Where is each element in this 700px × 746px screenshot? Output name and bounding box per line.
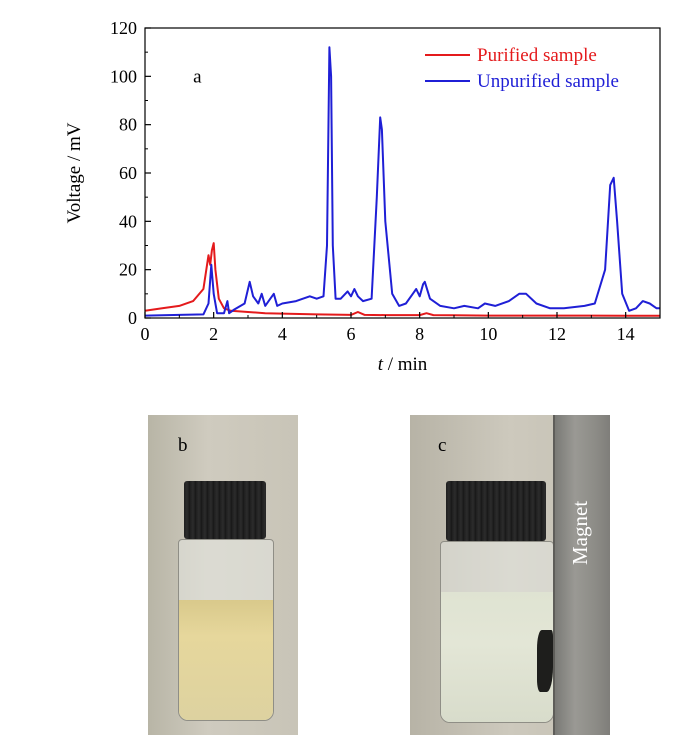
photo-c-vial-magnet: c Magnet <box>410 415 610 735</box>
photo-b-vial-yellow: b <box>148 415 298 735</box>
legend-label: Purified sample <box>477 45 597 66</box>
hplc-chart: 0 2 4 6 8 10 12 14 0 20 40 60 80 100 120 t / min Voltage… <box>64 18 661 375</box>
series-line-unpurified <box>144 46 660 317</box>
y-tick-label: 0 <box>128 308 137 328</box>
magnet-text: Magnet <box>568 500 592 565</box>
magnetic-residue <box>537 630 553 692</box>
y-tick-label: 120 <box>110 18 137 38</box>
yellow-liquid <box>179 600 273 720</box>
magnet-bar <box>553 415 610 735</box>
photo-b-label: b <box>178 435 188 456</box>
vial-cap-b <box>184 481 266 539</box>
y-tick-label: 20 <box>119 260 137 280</box>
plot-area: 0 2 4 6 8 10 12 14 0 20 40 60 80 100 120 t / min Voltage… <box>64 18 661 375</box>
x-tick-label: 10 <box>479 324 497 344</box>
x-axis-label: t / min <box>378 354 428 375</box>
y-tick-label: 80 <box>119 115 137 135</box>
x-tick-label: 4 <box>278 324 287 344</box>
x-tick-label: 14 <box>617 324 635 344</box>
clear-liquid <box>441 592 553 722</box>
x-tick-label: 12 <box>548 324 566 344</box>
x-tick-label: 6 <box>347 324 356 344</box>
legend-label: Unpurified sample <box>477 71 619 92</box>
x-tick-label: 8 <box>415 324 424 344</box>
x-tick-label: 0 <box>141 324 150 344</box>
y-tick-label: 60 <box>119 163 137 183</box>
photo-c-label: c <box>438 435 447 456</box>
vial-c <box>440 541 554 723</box>
x-tick-label: 2 <box>209 324 218 344</box>
panel-label-a: a <box>193 66 202 87</box>
y-tick-label: 40 <box>119 211 137 231</box>
vial-b <box>178 539 274 721</box>
vial-cap-c <box>446 481 546 541</box>
y-axis-label: Voltage / mV <box>64 122 85 223</box>
y-tick-label: 100 <box>110 66 137 86</box>
